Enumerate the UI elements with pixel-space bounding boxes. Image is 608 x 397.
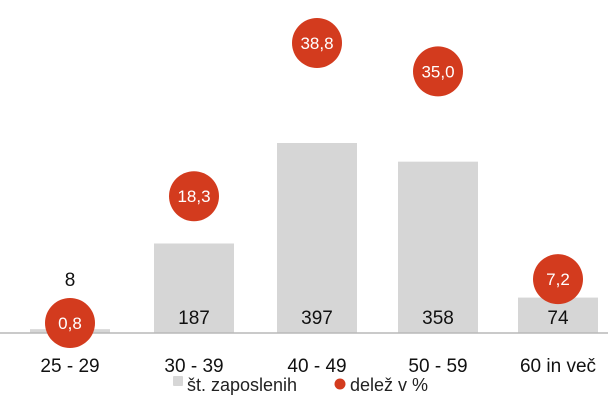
share-label: 38,8	[300, 34, 333, 53]
legend-swatch-share	[334, 378, 346, 390]
legend: št. zaposlenih delež v %	[173, 375, 428, 395]
category-label: 25 - 29	[40, 356, 99, 377]
legend-item-share: delež v %	[334, 375, 428, 395]
share-dot	[169, 171, 219, 222]
category-label: 50 - 59	[408, 356, 467, 377]
bar	[398, 161, 478, 333]
count-label: 358	[422, 308, 454, 329]
count-label: 8	[65, 270, 76, 291]
share-dot	[533, 254, 583, 305]
share-markers: 0,8 18,3 38,8 35,0 7,2	[45, 18, 583, 348]
share-label: 18,3	[177, 187, 210, 206]
share-label: 0,8	[58, 314, 82, 333]
category-label: 40 - 49	[287, 356, 346, 377]
bar	[154, 243, 234, 333]
bars-layer	[30, 143, 598, 333]
count-label: 74	[547, 308, 569, 329]
share-label: 35,0	[421, 62, 454, 81]
share-dot	[292, 18, 342, 68]
legend-label-share: delež v %	[350, 375, 428, 395]
legend-swatch-count	[173, 376, 183, 386]
legend-label-count: št. zaposlenih	[187, 375, 297, 395]
count-label: 397	[301, 308, 333, 329]
share-label: 7,2	[546, 270, 570, 289]
count-label: 187	[178, 308, 210, 329]
share-dot	[413, 46, 463, 97]
category-label: 60 in več	[520, 356, 596, 377]
share-dot	[45, 298, 95, 348]
bar	[277, 143, 357, 333]
category-label: 30 - 39	[164, 356, 223, 377]
count-labels: 8 187 397 358 74	[65, 270, 569, 329]
legend-item-count: št. zaposlenih	[173, 375, 297, 395]
category-labels: 25 - 29 30 - 39 40 - 49 50 - 59 60 in več	[40, 356, 596, 377]
